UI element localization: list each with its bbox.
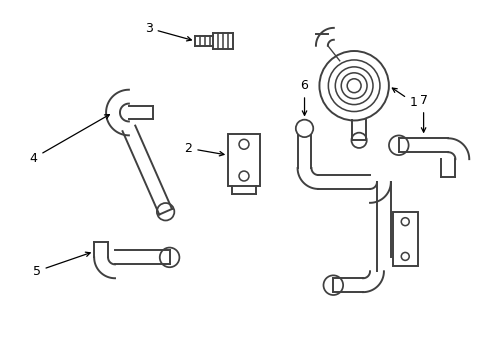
Text: 5: 5 <box>33 252 90 278</box>
Bar <box>228 134 259 186</box>
Text: 7: 7 <box>419 94 427 132</box>
Text: 6: 6 <box>300 79 308 115</box>
Bar <box>392 212 417 266</box>
Text: 2: 2 <box>184 142 224 156</box>
Text: 4: 4 <box>30 114 109 165</box>
Text: 3: 3 <box>144 22 191 41</box>
Text: 1: 1 <box>391 88 417 109</box>
